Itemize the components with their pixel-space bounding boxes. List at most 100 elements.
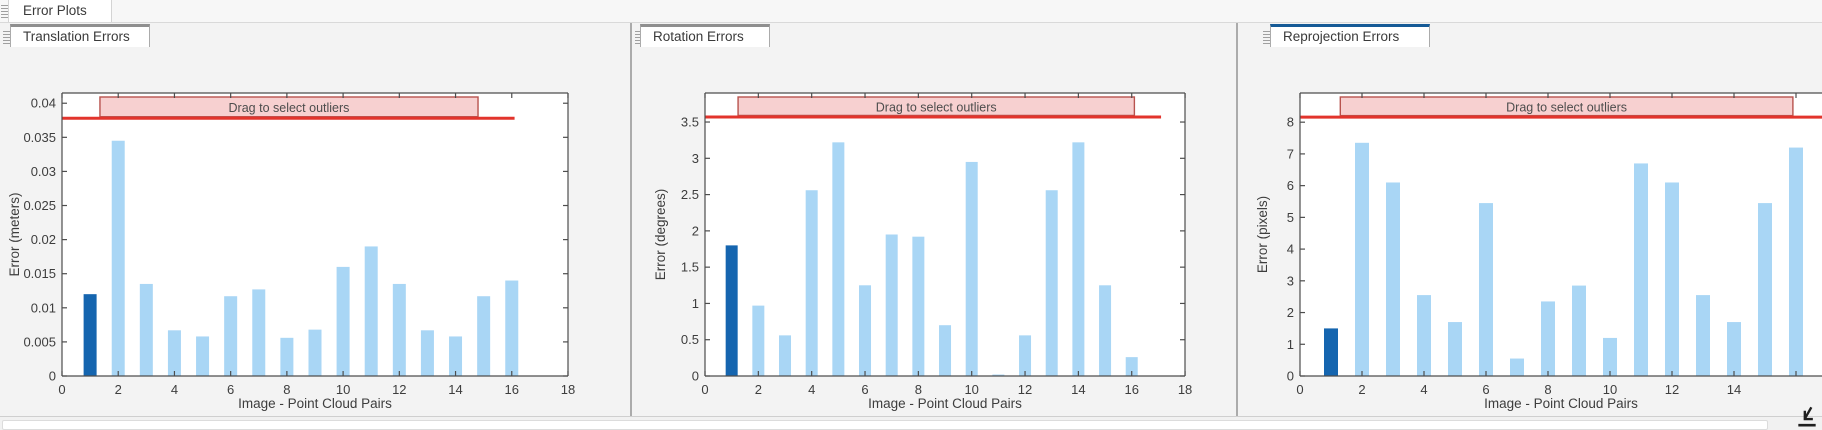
x-tick-label: 0 (701, 382, 708, 397)
rotation-errors-chart: Drag to select outliers 0 2 4 6 8 10 12 14 16 18 0 0… (632, 47, 1236, 416)
y-tick-label: 8 (1287, 115, 1294, 130)
bar-pair-11[interactable] (992, 374, 1005, 376)
bar-pair-3[interactable] (139, 283, 153, 376)
bar-pair-4[interactable] (1417, 295, 1431, 376)
translation-errors-chart: Drag to select outliers 0 2 4 6 8 10 12 14 16 18 0 0… (0, 47, 630, 416)
x-tick-label: 2 (1358, 382, 1365, 397)
outlier-band-label: Drag to select outliers (1506, 101, 1627, 115)
bar-pair-5[interactable] (1448, 322, 1462, 376)
bar-pair-12[interactable] (1019, 335, 1032, 376)
bar-pair-14[interactable] (1727, 322, 1741, 376)
tab-reprojection-errors[interactable]: Reprojection Errors (1270, 24, 1430, 47)
bar-pair-11[interactable] (1634, 163, 1648, 376)
y-axis-label: Error (degrees) (653, 189, 668, 281)
panel-divider[interactable] (1236, 23, 1238, 416)
drag-grip-icon[interactable] (635, 31, 642, 44)
y-tick-label: 4 (1287, 242, 1294, 257)
bar-pair-8[interactable] (1541, 301, 1555, 376)
x-tick-label: 16 (505, 382, 519, 397)
bar-pair-9[interactable] (939, 325, 952, 376)
bar-pair-2[interactable] (752, 305, 765, 376)
bar-pair-6[interactable] (1479, 203, 1493, 376)
bar-pair-1[interactable] (83, 294, 97, 376)
tab-error-plots[interactable]: Error Plots (8, 0, 112, 22)
bar-pair-12[interactable] (392, 283, 406, 376)
x-tick-label: 14 (1727, 382, 1741, 397)
bar-pair-1[interactable] (1324, 328, 1338, 376)
x-axis-label: Image - Point Cloud Pairs (238, 396, 392, 411)
bar-pair-12[interactable] (1665, 182, 1679, 376)
plot-area (1300, 93, 1822, 376)
y-tick-label: 0.015 (23, 266, 56, 281)
x-tick-label: 12 (1665, 382, 1679, 397)
bar-pair-15[interactable] (1758, 203, 1772, 376)
reprojection-errors-chart: Drag to select outliers 0 2 4 6 8 10 12 14 0 1 2 3 4 5… (1238, 47, 1822, 416)
y-tick-label: 2 (1287, 305, 1294, 320)
bar-pair-6[interactable] (859, 285, 872, 376)
x-tick-label: 10 (1603, 382, 1617, 397)
y-tick-label: 6 (1287, 178, 1294, 193)
drag-grip-icon[interactable] (1, 5, 8, 18)
x-tick-label: 8 (1544, 382, 1551, 397)
bar-pair-13[interactable] (1696, 295, 1710, 376)
bar-pair-13[interactable] (420, 330, 434, 376)
bar-pair-7[interactable] (885, 234, 898, 377)
bar-pair-8[interactable] (912, 236, 925, 376)
y-tick-label: 0.005 (23, 334, 56, 349)
bar-pair-15[interactable] (1099, 285, 1112, 376)
y-tick-label: 0.035 (23, 130, 56, 145)
drag-grip-icon[interactable] (1263, 31, 1270, 44)
y-tick-label: 0.025 (23, 198, 56, 213)
bar-pair-8[interactable] (280, 337, 294, 376)
x-tick-label: 4 (808, 382, 815, 397)
bar-pair-6[interactable] (224, 296, 238, 376)
bar-pair-16[interactable] (505, 280, 519, 376)
panel-divider[interactable] (630, 23, 632, 416)
y-tick-label: 0.02 (31, 232, 56, 247)
y-tick-label: 3.5 (681, 115, 699, 130)
x-axis-label: Image - Point Cloud Pairs (868, 396, 1022, 411)
bar-pair-13[interactable] (1045, 190, 1058, 376)
y-tick-label: 1 (692, 296, 699, 311)
x-tick-label: 18 (1178, 382, 1192, 397)
y-tick-label: 0.03 (31, 164, 56, 179)
bar-pair-16[interactable] (1789, 147, 1803, 376)
drag-grip-icon[interactable] (3, 31, 10, 44)
tab-rotation-errors[interactable]: Rotation Errors (640, 24, 770, 47)
x-tick-label: 10 (964, 382, 978, 397)
bar-pair-3[interactable] (1386, 182, 1400, 376)
bar-pair-1[interactable] (725, 245, 738, 376)
x-tick-label: 8 (915, 382, 922, 397)
bar-pair-5[interactable] (832, 142, 845, 376)
bar-pair-10[interactable] (1603, 337, 1617, 376)
bar-pair-9[interactable] (308, 329, 322, 376)
bar-pair-16[interactable] (1125, 357, 1138, 376)
outlier-band-label: Drag to select outliers (229, 101, 350, 115)
bar-pair-2[interactable] (1355, 142, 1369, 376)
bar-pair-7[interactable] (1510, 358, 1524, 376)
x-tick-label: 2 (755, 382, 762, 397)
bar-pair-9[interactable] (1572, 285, 1586, 376)
bar-pair-4[interactable] (805, 190, 818, 376)
bar-pair-15[interactable] (477, 296, 491, 376)
bar-pair-10[interactable] (965, 161, 978, 376)
y-tick-label: 2 (692, 223, 699, 238)
bar-pair-2[interactable] (111, 140, 125, 376)
bar-pair-7[interactable] (252, 289, 266, 376)
plot-box (1299, 92, 1822, 377)
tab-translation-errors[interactable]: Translation Errors (10, 24, 150, 47)
x-tick-label: 6 (1482, 382, 1489, 397)
bar-pair-14[interactable] (1072, 142, 1085, 376)
bar-pair-11[interactable] (364, 246, 378, 376)
bar-pair-4[interactable] (167, 330, 181, 376)
bar-pair-14[interactable] (449, 336, 463, 376)
bar-pair-5[interactable] (196, 336, 210, 376)
x-tick-label: 6 (861, 382, 868, 397)
y-tick-label: 0 (49, 369, 56, 384)
bar-pair-3[interactable] (779, 335, 792, 376)
y-tick-label: 1 (1287, 337, 1294, 352)
dock-arrow-icon[interactable] (1795, 403, 1819, 429)
bar-pair-10[interactable] (336, 266, 350, 376)
